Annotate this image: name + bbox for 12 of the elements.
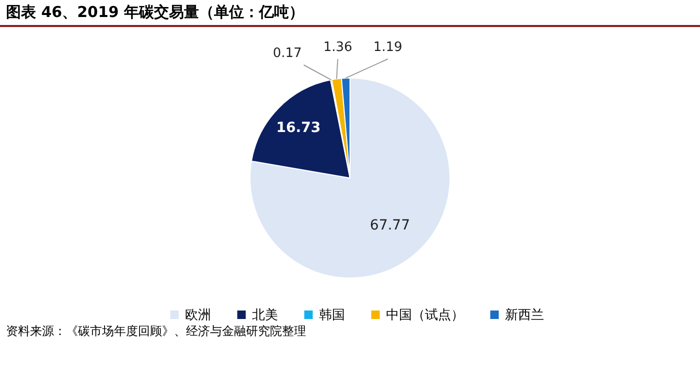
data-label: 1.19 [373,40,402,55]
legend-label: 北美 [252,306,278,323]
data-label: 1.36 [323,40,352,55]
legend-label: 欧洲 [185,308,211,323]
legend-label: 新西兰 [505,308,544,323]
data-label: 0.17 [272,46,302,61]
text: 资料来源：《碳市场年度回顾》、经济与金融研究院整理 [6,324,306,338]
data-label: 16.73 [276,120,321,136]
legend-label: 中国（试点） [386,308,464,323]
chart-title: 图表 46、2019 年碳交易量（单位：亿吨） [0,0,700,27]
data-label: 67.77 [370,217,410,234]
legend-label: 韩国 [319,308,345,323]
